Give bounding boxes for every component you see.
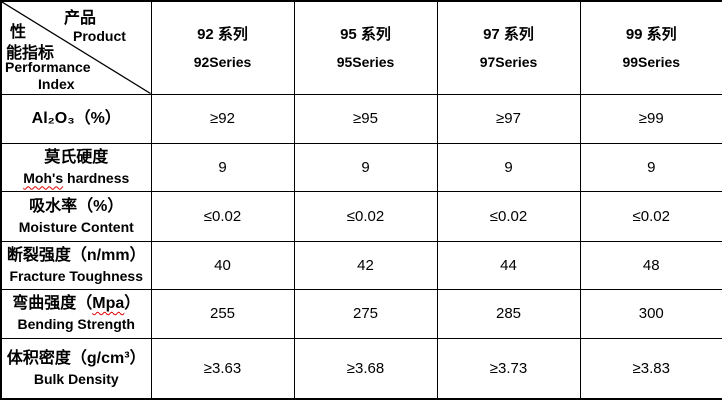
corner-cell: 产品 Product 性 能指标 Performance Index [0,0,152,95]
row-label-zh: 吸水率（%） [29,197,124,215]
row-label-mohs-hardness: 莫氏硬度 Moh's hardness [0,142,152,192]
value-cell: ≥95 [293,93,438,144]
column-header-zh: 97 系列 [483,25,534,43]
value-cell: 255 [150,288,295,339]
row-label-zh-post: ） [124,295,141,312]
row-label-moisture-content: 吸水率（%） Moisture Content [0,190,152,242]
column-header-en: 95Series [336,53,395,70]
value-cell: ≥97 [436,93,581,144]
value-cell: ≥3.63 [150,337,295,400]
row-label-en: Bulk Density [33,370,119,387]
header-row: 产品 Product 性 能指标 Performance Index 92 系列… [0,0,722,95]
corner-index-en-line1: Performance [5,59,91,75]
value-cell: 9 [579,142,722,192]
row-bulk-density: 体积密度（g/cm³） Bulk Density ≥3.63 ≥3.68 ≥3.… [0,337,722,400]
value-cell: ≥3.83 [579,337,722,400]
row-label-en: Fracture Toughness [9,267,144,284]
row-label-fracture-toughness: 断裂强度（n/mm） Fracture Toughness [0,240,152,290]
value-cell: ≥3.73 [436,337,581,400]
column-header-99: 99 系列 99Series [579,0,722,95]
value-cell: 48 [579,240,722,290]
column-header-95: 95 系列 95Series [293,0,438,95]
row-label-zh: 弯曲强度（Mpa） [2,293,150,314]
row-moisture-content: 吸水率（%） Moisture Content ≤0.02 ≤0.02 ≤0.0… [0,190,722,242]
row-label-zh-pre: 弯曲强度（ [12,295,93,312]
column-header-zh: 99 系列 [625,25,677,43]
row-label-bending-strength: 弯曲强度（Mpa） Bending Strength [0,288,152,339]
row-mohs-hardness: 莫氏硬度 Moh's hardness 9 9 9 9 [0,142,722,192]
value-cell: 44 [436,240,581,290]
value-cell: ≥3.68 [293,337,438,400]
value-cell: 40 [150,240,295,290]
corner-product-zh: 产品 [64,10,97,27]
row-label-en: Moisture Content [18,218,134,235]
row-label-en-rest: hardness [63,169,130,186]
misspelled-word: Mpa [92,295,125,312]
value-cell: 9 [150,142,295,192]
corner-index-zh-line1: 性 [10,24,27,41]
value-cell: 9 [293,142,438,192]
corner-product-en: Product [73,28,126,44]
value-cell: ≥99 [579,93,722,144]
row-fracture-toughness: 断裂强度（n/mm） Fracture Toughness 40 42 44 4… [0,240,722,290]
misspelled-word: Moh's [23,169,64,186]
row-al2o3: Al₂O₃（%） ≥92 ≥95 ≥97 ≥99 [0,93,722,144]
row-label-en: Bending Strength [17,316,135,332]
row-label-zh: 体积密度（g/cm³） [6,349,146,367]
column-header-97: 97 系列 97Series [436,0,581,95]
diagonal-line-icon [2,2,150,93]
row-label-bulk-density: 体积密度（g/cm³） Bulk Density [0,337,152,400]
value-cell: 275 [293,288,438,339]
column-header-zh: 95 系列 [340,25,391,43]
value-cell: 300 [579,288,722,339]
column-header-en: 92Series [193,53,252,70]
value-cell: ≤0.02 [436,190,581,242]
row-label-zh: 断裂强度（n/mm） [6,246,146,264]
column-header-zh: 92 系列 [197,25,248,43]
value-cell: ≤0.02 [579,190,722,242]
column-header-en: 97Series [479,53,538,70]
column-header-92: 92 系列 92Series [150,0,295,95]
value-cell: 9 [436,142,581,192]
value-cell: ≤0.02 [150,190,295,242]
value-cell: ≤0.02 [293,190,438,242]
value-cell: 285 [436,288,581,339]
row-label-al2o3: Al₂O₃（%） [0,93,152,144]
corner-index-en-line2: Index [38,76,75,92]
value-cell: 42 [293,240,438,290]
row-label-en: Moh's hardness [2,169,150,188]
column-header-en: 99Series [622,53,681,70]
row-label-zh: Al₂O₃（%） [31,110,121,127]
corner-index-zh-line2: 能指标 [6,45,55,62]
row-bending-strength: 弯曲强度（Mpa） Bending Strength 255 275 285 3… [0,288,722,339]
value-cell: ≥92 [150,93,295,144]
row-label-zh: 莫氏硬度 [44,148,109,166]
